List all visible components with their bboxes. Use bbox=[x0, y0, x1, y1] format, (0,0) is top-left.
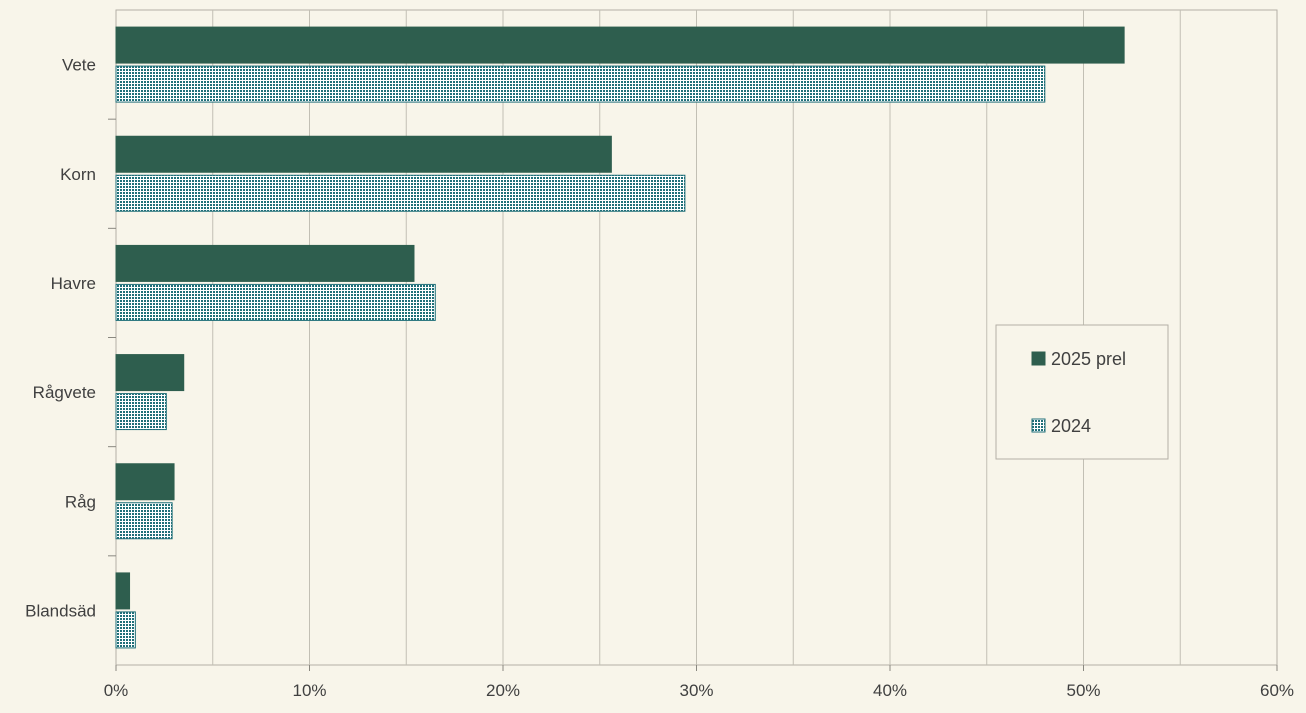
legend-swatch bbox=[1031, 351, 1046, 366]
bar-series-1 bbox=[115, 572, 131, 610]
legend: 2025 prel 2024 bbox=[995, 324, 1169, 460]
bar-series-1 bbox=[115, 244, 415, 282]
category-label: Blandsäd bbox=[25, 601, 96, 620]
x-tick-label: 60% bbox=[1260, 681, 1294, 700]
bar-series-2 bbox=[115, 174, 686, 212]
x-tick-label: 40% bbox=[873, 681, 907, 700]
bars bbox=[115, 26, 1125, 649]
bar-series-2 bbox=[115, 393, 167, 431]
x-tick-label: 30% bbox=[679, 681, 713, 700]
bar-series-1 bbox=[115, 26, 1125, 64]
category-label: Vete bbox=[62, 56, 96, 75]
y-axis: Vete Korn Havre Rågvete Råg Blandsäd bbox=[25, 56, 116, 620]
bar-series-2 bbox=[115, 611, 136, 649]
legend-label: 2025 prel bbox=[1051, 349, 1126, 369]
x-axis: 0% 10% 20% 30% 40% 50% 60% bbox=[104, 665, 1294, 700]
legend-swatch bbox=[1031, 418, 1046, 433]
legend-box bbox=[995, 324, 1169, 460]
x-tick-label: 10% bbox=[292, 681, 326, 700]
bar-series-2 bbox=[115, 65, 1046, 103]
bar-series-2 bbox=[115, 283, 436, 321]
bar-series-1 bbox=[115, 354, 185, 392]
category-label: Rågvete bbox=[33, 383, 96, 402]
bar-series-1 bbox=[115, 135, 612, 173]
x-tick-label: 50% bbox=[1066, 681, 1100, 700]
legend-label: 2024 bbox=[1051, 416, 1091, 436]
bar-series-1 bbox=[115, 463, 175, 501]
category-label: Havre bbox=[51, 274, 96, 293]
category-label: Korn bbox=[60, 165, 96, 184]
x-tick-label: 20% bbox=[486, 681, 520, 700]
x-tick-label: 0% bbox=[104, 681, 129, 700]
category-label: Råg bbox=[65, 492, 96, 511]
bar-series-2 bbox=[115, 502, 173, 540]
